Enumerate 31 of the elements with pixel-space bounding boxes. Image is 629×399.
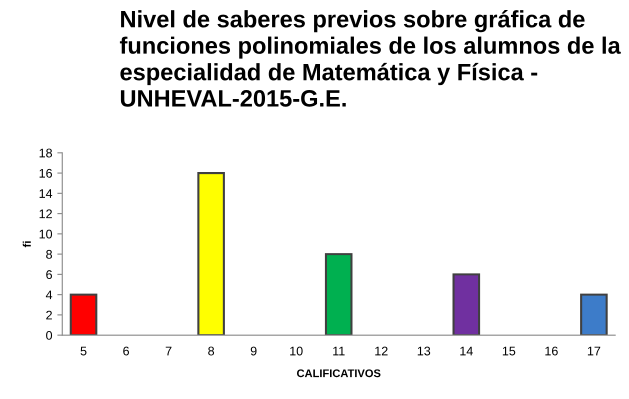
bar [580,294,608,336]
x-tick-label: 12 [375,346,388,356]
x-axis-title: CALIFICATIVOS [296,369,380,378]
y-tick-label: 16 [40,168,52,178]
y-tick-label: 2 [46,310,52,320]
x-tick-label: 5 [80,346,86,356]
y-tick-label: 6 [46,270,52,280]
y-tick-label: 0 [46,330,52,340]
x-tick-label: 9 [250,346,257,356]
x-tick-label: 14 [460,346,473,356]
x-tick-label: 13 [418,346,430,356]
y-tick-label: 10 [40,230,52,239]
bar [70,294,98,336]
x-tick-label: 10 [290,346,303,356]
x-tick-label: 11 [333,346,345,356]
x-tick-label: 15 [502,346,516,356]
chart-title: Nivel de saberes previos sobre gráfica de funciones polinomiales de los alumnos de la especialidad de Matemática y Física - UNHEVAL-2015-G.E. [120,10,621,107]
y-tick-label: 14 [40,189,52,198]
y-tick-label: 12 [40,209,52,218]
x-tick-label: 8 [208,346,214,356]
x-tick-label: 17 [588,346,600,356]
x-tick-label: 6 [123,346,129,356]
y-tick-label: 18 [40,148,52,158]
y-tick-label: 4 [46,290,52,300]
bar [452,273,480,336]
bar [324,253,353,336]
y-tick-label: 8 [46,250,52,259]
y-axis-title: fi [22,241,31,248]
x-tick-label: 16 [545,346,558,356]
bar [197,172,225,336]
x-tick-label: 7 [166,346,172,356]
